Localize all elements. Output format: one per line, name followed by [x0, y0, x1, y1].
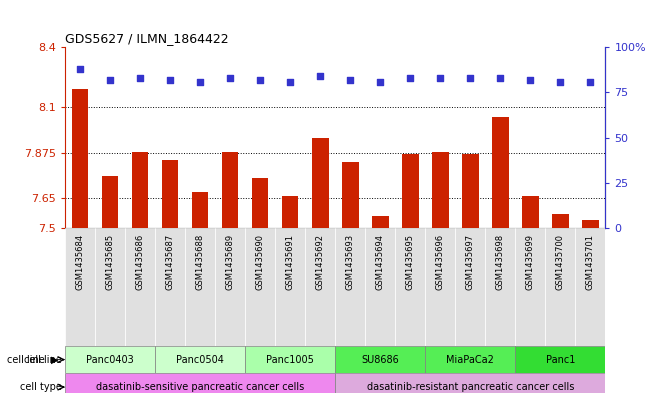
Bar — [132, 152, 148, 228]
Text: GSM1435700: GSM1435700 — [556, 234, 565, 290]
Bar — [342, 162, 359, 228]
Bar — [462, 154, 478, 228]
Text: dasatinib-sensitive pancreatic cancer cells: dasatinib-sensitive pancreatic cancer ce… — [96, 382, 304, 392]
Point — [555, 78, 566, 84]
Text: GDS5627 / ILMN_1864422: GDS5627 / ILMN_1864422 — [65, 31, 229, 44]
Bar — [95, 228, 125, 346]
Bar — [102, 176, 118, 228]
Point — [75, 66, 85, 72]
Text: Panc0403: Panc0403 — [86, 354, 134, 365]
Bar — [252, 178, 268, 228]
Text: GSM1435698: GSM1435698 — [496, 234, 505, 290]
Bar — [455, 228, 486, 346]
Point — [255, 77, 266, 83]
Text: GSM1435691: GSM1435691 — [286, 234, 295, 290]
Bar — [492, 118, 508, 228]
Bar — [522, 196, 538, 228]
Text: GSM1435695: GSM1435695 — [406, 234, 415, 290]
Bar — [162, 160, 178, 228]
Bar — [72, 89, 89, 228]
Point — [315, 73, 326, 79]
Text: GSM1435685: GSM1435685 — [105, 234, 115, 290]
Text: cell type: cell type — [20, 382, 62, 392]
Bar — [65, 346, 155, 373]
Text: GSM1435701: GSM1435701 — [586, 234, 595, 290]
Bar — [425, 228, 455, 346]
Point — [435, 75, 445, 81]
Text: Panc1005: Panc1005 — [266, 354, 314, 365]
Text: Panc1: Panc1 — [546, 354, 575, 365]
Point — [525, 77, 536, 83]
Bar — [546, 228, 575, 346]
Bar — [486, 228, 516, 346]
Bar — [245, 346, 335, 373]
Bar — [516, 346, 605, 373]
Bar — [335, 373, 605, 393]
Text: cell line: cell line — [24, 354, 62, 365]
Bar — [575, 228, 605, 346]
Text: GSM1435684: GSM1435684 — [76, 234, 85, 290]
Text: GSM1435688: GSM1435688 — [196, 234, 204, 290]
Bar — [372, 216, 389, 228]
Bar — [432, 152, 449, 228]
Bar — [516, 228, 546, 346]
Bar — [245, 228, 275, 346]
Bar — [65, 373, 335, 393]
Bar — [582, 220, 599, 228]
Text: GSM1435686: GSM1435686 — [135, 234, 145, 290]
Bar — [395, 228, 425, 346]
Text: GSM1435687: GSM1435687 — [165, 234, 174, 290]
Point — [465, 75, 475, 81]
Point — [195, 78, 206, 84]
Bar — [425, 346, 516, 373]
Text: Panc0504: Panc0504 — [176, 354, 224, 365]
Text: GSM1435692: GSM1435692 — [316, 234, 325, 290]
Point — [105, 77, 115, 83]
Bar — [185, 228, 215, 346]
Point — [495, 75, 506, 81]
Bar — [335, 346, 425, 373]
Bar — [275, 228, 305, 346]
Point — [225, 75, 236, 81]
Text: MiaPaCa2: MiaPaCa2 — [447, 354, 494, 365]
Text: GSM1435697: GSM1435697 — [466, 234, 475, 290]
Point — [585, 78, 596, 84]
Point — [405, 75, 415, 81]
Bar — [312, 138, 329, 228]
Text: GSM1435690: GSM1435690 — [256, 234, 265, 290]
Text: GSM1435696: GSM1435696 — [436, 234, 445, 290]
Bar — [125, 228, 155, 346]
Bar — [222, 152, 238, 228]
Bar — [305, 228, 335, 346]
Point — [285, 78, 296, 84]
Bar — [552, 214, 569, 228]
Text: SU8686: SU8686 — [361, 354, 399, 365]
Bar — [282, 196, 299, 228]
Point — [345, 77, 355, 83]
Text: GSM1435699: GSM1435699 — [526, 234, 535, 290]
Point — [165, 77, 175, 83]
Point — [135, 75, 145, 81]
Bar — [215, 228, 245, 346]
Bar — [365, 228, 395, 346]
Bar — [192, 192, 208, 228]
Bar — [155, 228, 185, 346]
Bar — [335, 228, 365, 346]
Bar — [402, 154, 419, 228]
Text: GSM1435693: GSM1435693 — [346, 234, 355, 290]
Text: cell line  ▶: cell line ▶ — [7, 354, 59, 365]
Point — [375, 78, 385, 84]
Bar — [65, 228, 95, 346]
Bar — [155, 346, 245, 373]
Text: GSM1435694: GSM1435694 — [376, 234, 385, 290]
Text: GSM1435689: GSM1435689 — [226, 234, 235, 290]
Text: dasatinib-resistant pancreatic cancer cells: dasatinib-resistant pancreatic cancer ce… — [367, 382, 574, 392]
